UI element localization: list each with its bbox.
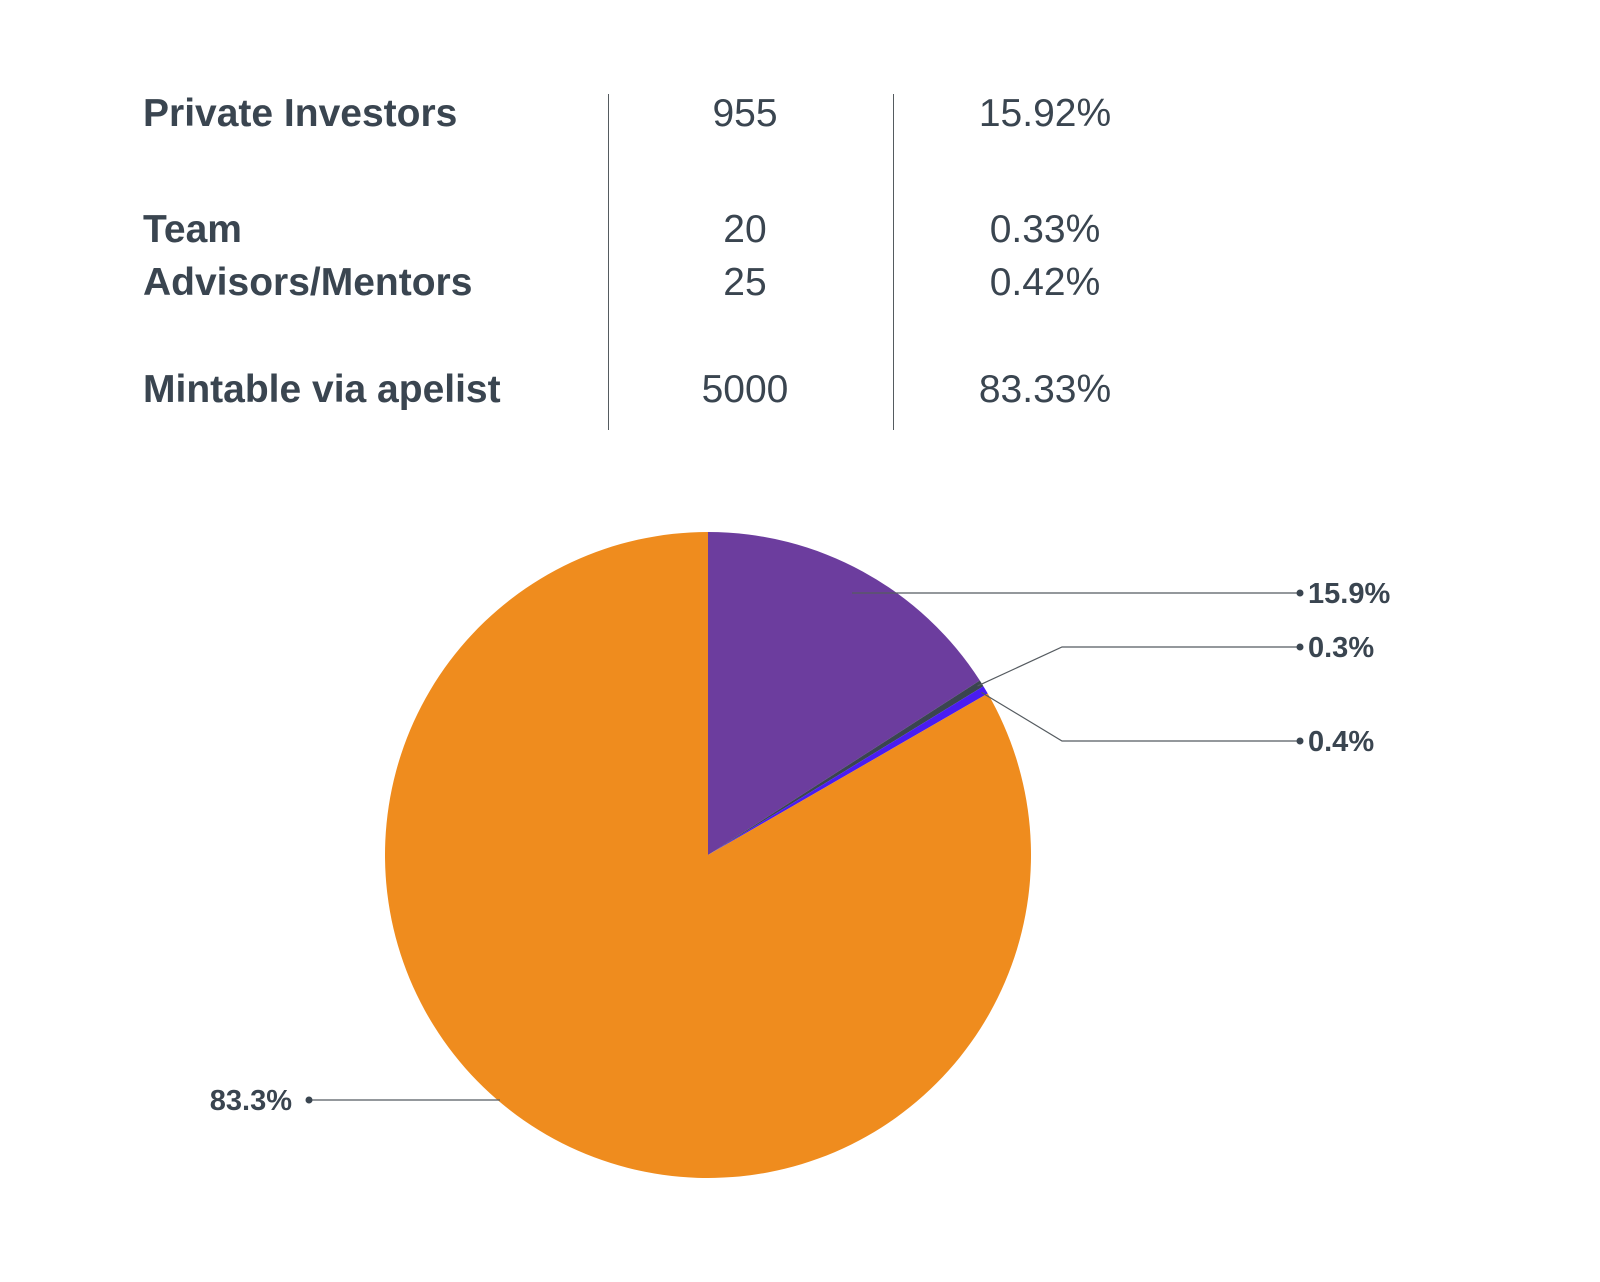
row-percent-team: 0.33% — [989, 208, 1101, 251]
leader-line-team — [977, 646, 1300, 687]
leader-dot-mintable — [305, 1096, 313, 1104]
pie-leader-lines — [305, 589, 1304, 1104]
pie-labels: 15.9% 0.3% 0.4% 83.3% — [210, 578, 1391, 1117]
row-label-team: Team — [143, 208, 242, 251]
pie-slice-private-investors — [708, 532, 980, 855]
slice-label-private-investors: 15.9% — [1308, 578, 1390, 610]
pie-slice-team — [708, 680, 984, 855]
row-count-mintable: 5000 — [701, 368, 789, 411]
row-label-mintable: Mintable via apelist — [143, 368, 501, 411]
pie-slices — [384, 531, 1031, 1178]
row-count-private-investors: 955 — [712, 92, 778, 135]
table-divider-1 — [608, 94, 609, 430]
slice-label-team: 0.3% — [1308, 632, 1374, 664]
row-count-advisors: 25 — [723, 261, 767, 304]
row-count-team: 20 — [723, 208, 767, 251]
pie-slice-advisors — [708, 686, 988, 855]
row-percent-advisors: 0.42% — [989, 261, 1101, 304]
row-percent-mintable: 83.33% — [978, 368, 1112, 411]
row-percent-private-investors: 15.92% — [978, 92, 1112, 135]
table-divider-2 — [893, 94, 894, 430]
leader-dot-private-investors — [1296, 589, 1304, 597]
pie-slice-mintable — [384, 531, 1031, 1178]
slice-label-mintable: 83.3% — [210, 1085, 292, 1117]
leader-dot-team — [1296, 643, 1304, 651]
row-label-advisors: Advisors/Mentors — [143, 261, 473, 304]
leader-line-advisors — [981, 691, 1300, 742]
slice-label-advisors: 0.4% — [1308, 726, 1374, 758]
row-label-private-investors: Private Investors — [143, 92, 458, 135]
leader-dot-advisors — [1296, 737, 1304, 745]
